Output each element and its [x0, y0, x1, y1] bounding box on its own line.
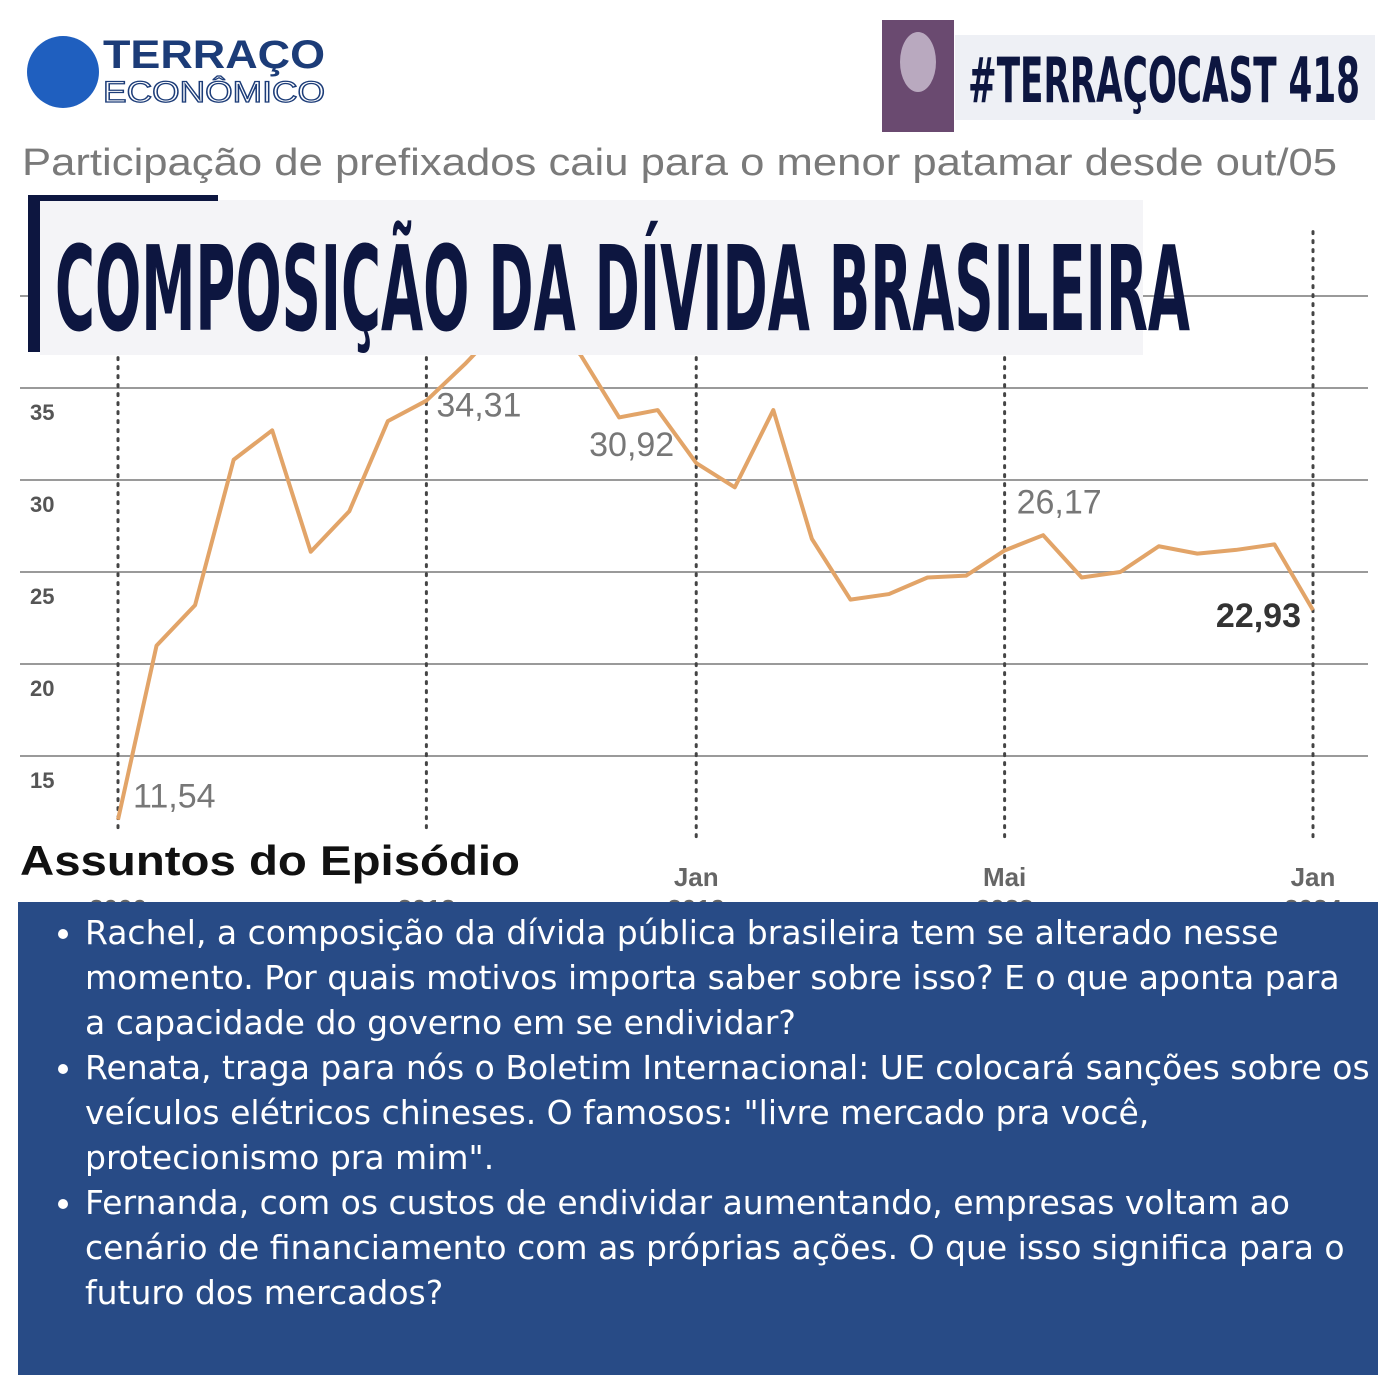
y-tick-label: 25: [30, 584, 54, 609]
value-label: 22,93: [1216, 597, 1301, 635]
title-band: [40, 200, 1143, 355]
podcast-band: [955, 35, 1375, 120]
episode-heading-box: [12, 830, 532, 892]
episode-item: Fernanda, com os custos de endividar aum…: [85, 1180, 1370, 1315]
chart-subtitle: Participação de prefixados caiu para o m…: [22, 142, 1337, 184]
episode-list: Rachel, a composição da dívida pública b…: [40, 910, 1370, 1315]
value-label: 34,31: [436, 387, 521, 425]
logo-icon: [27, 36, 99, 108]
logo-text: TERRAÇO: [103, 33, 325, 77]
y-tick-label: 35: [30, 400, 54, 425]
episode-box: [18, 902, 1378, 1375]
overlay: Participação de prefixados caiu para o m…: [12, 20, 1378, 1375]
episode-item: Renata, traga para nós o Boletim Interna…: [85, 1045, 1370, 1180]
data-line: [116, 312, 1315, 821]
microphone-image: [900, 32, 936, 92]
y-tick-label: 20: [30, 676, 54, 701]
title-bar: [28, 195, 40, 352]
episode-heading: Assuntos do Episódio: [20, 837, 520, 884]
value-label: 30,92: [589, 426, 674, 464]
title-bar: [28, 195, 218, 201]
y-tick-label: 15: [30, 768, 54, 793]
chart-title: COMPOSIÇÃO DA DÍVIDA BRASILEIRA: [55, 220, 1190, 358]
value-label: 11,54: [133, 778, 216, 816]
value-label: 26,17: [1017, 483, 1102, 521]
logo-text: ECONÔMICO: [103, 75, 325, 109]
episode-item: Rachel, a composição da dívida pública b…: [85, 910, 1370, 1045]
y-tick-label: 30: [30, 492, 54, 517]
podcast-tag: #TERRAÇOCAST 418: [968, 44, 1360, 117]
